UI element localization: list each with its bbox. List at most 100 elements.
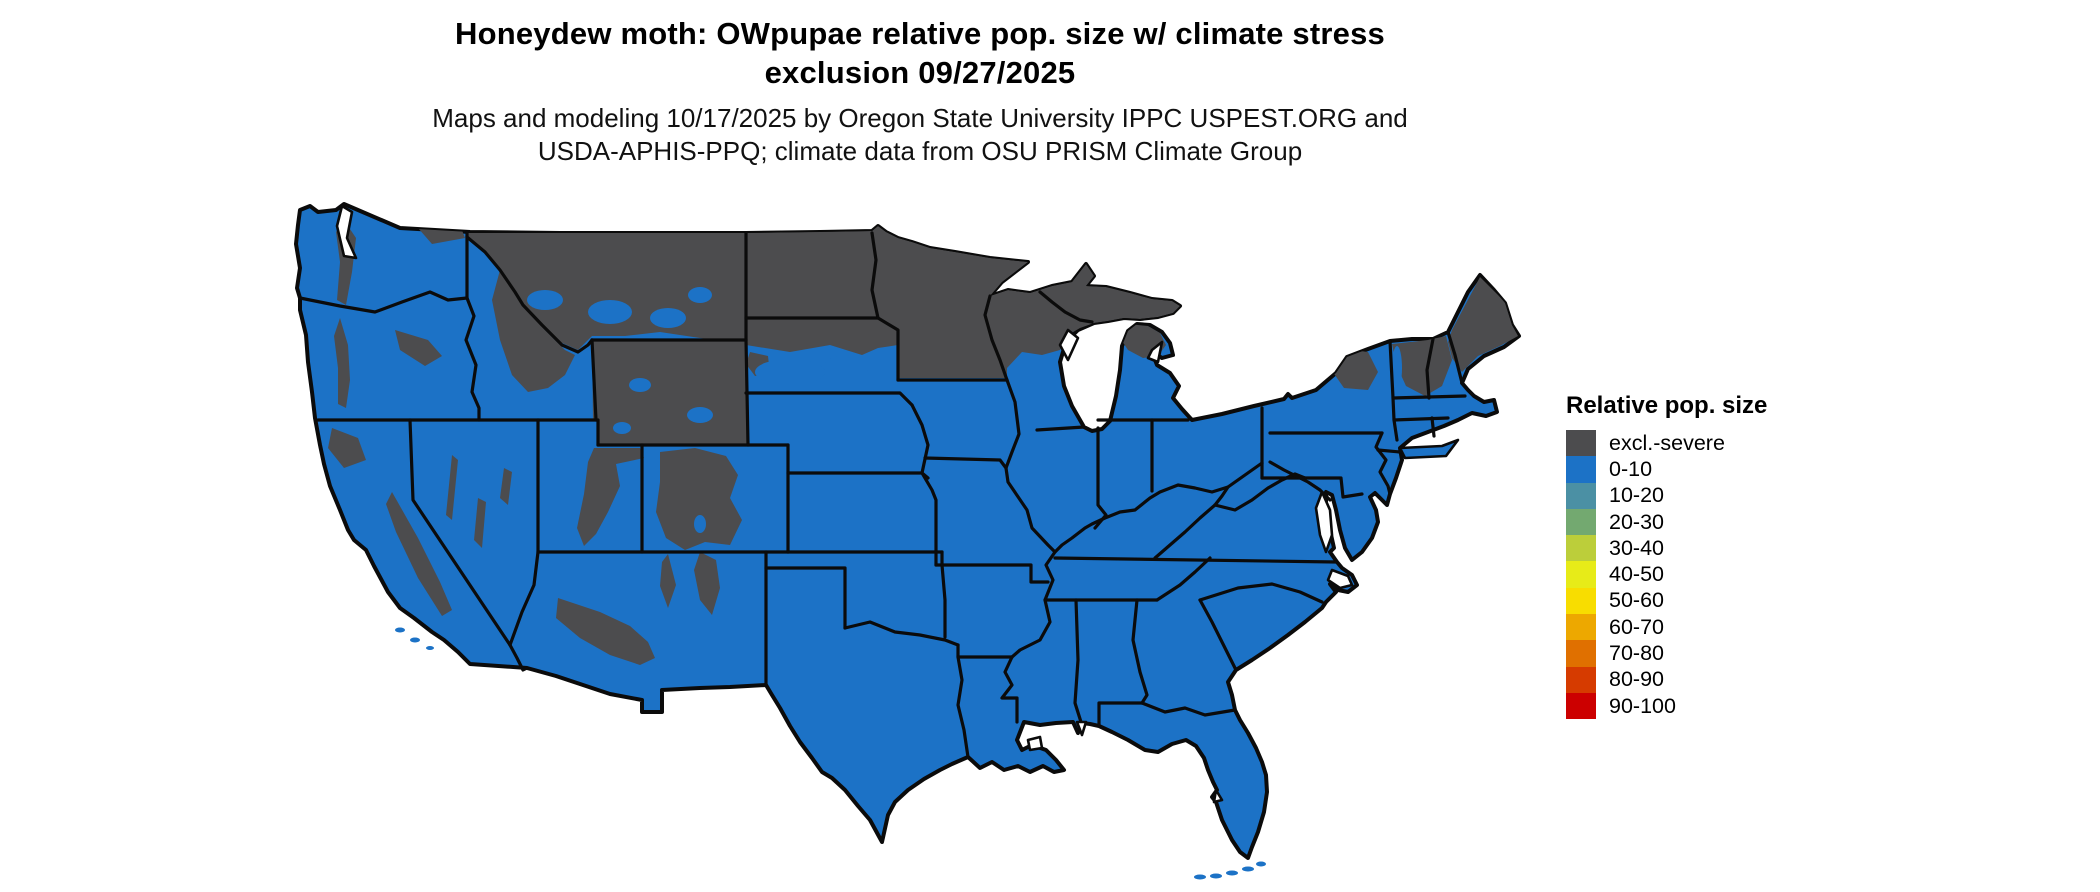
map-subtitle-line2: USDA-APHIS-PPQ; climate data from OSU PR… <box>537 136 1303 166</box>
border-or-id <box>464 296 481 422</box>
border-id-mt <box>465 235 594 354</box>
excluded-nm-sangre <box>694 552 720 615</box>
legend-item-label: 40-50 <box>1609 562 1664 587</box>
border-ny-east <box>1388 339 1399 442</box>
long-island <box>1398 438 1460 460</box>
map-subtitle: Maps and modeling 10/17/2025 by Oregon S… <box>270 102 1570 168</box>
valley-sd-south2 <box>825 355 875 373</box>
valley-wy-1 <box>629 378 651 392</box>
excluded-or-cascades <box>334 318 350 408</box>
border-vt-nh <box>1425 337 1435 400</box>
green-bay <box>1058 328 1080 362</box>
excluded-utah-mtns <box>577 448 644 546</box>
excluded-or-bluemtns <box>395 330 442 366</box>
excluded-vt-nh <box>1392 336 1452 396</box>
valley-co-sanluis <box>694 515 706 533</box>
legend-item: excl.-severe <box>1566 430 1866 457</box>
map-subtitle-line1: Maps and modeling 10/17/2025 by Oregon S… <box>432 103 1408 133</box>
legend-item-label: 20-30 <box>1609 509 1664 534</box>
puget-sound <box>335 204 358 260</box>
legend-item-label: 0-10 <box>1609 456 1653 481</box>
border-wi-up <box>1038 290 1094 324</box>
border-ok-panhandle <box>764 550 847 630</box>
legend-item-label: 90-100 <box>1609 693 1676 718</box>
legend-swatch-icon <box>1566 561 1596 588</box>
excluded-colorado-rockies <box>656 448 742 550</box>
border-id-wy <box>590 338 598 422</box>
legend: Relative pop. size excl.-severe 0-10 10-20… <box>1566 392 1866 720</box>
valley-wy-2 <box>613 422 631 434</box>
border-nc-sc <box>1198 582 1324 604</box>
border-ca-az <box>508 643 529 672</box>
border-nv-az <box>508 550 540 647</box>
valley-wy-bighorn <box>687 407 713 423</box>
legend-item-label: 70-80 <box>1609 641 1664 666</box>
channel-islands <box>395 627 434 650</box>
border-ohio-river <box>1053 461 1264 554</box>
legend-swatch-icon <box>1566 430 1596 457</box>
excluded-nm-west <box>660 554 676 608</box>
border-ga-sc <box>1198 598 1238 672</box>
legend-item-label: 80-90 <box>1609 667 1664 692</box>
legend-swatch-icon <box>1566 456 1596 483</box>
border-al-ga <box>1131 598 1149 705</box>
valley-sd-south1 <box>755 359 825 385</box>
valley-mt-c1 <box>527 290 563 310</box>
legend-item: 50-60 <box>1566 587 1866 615</box>
border-red-river <box>843 620 960 647</box>
border-ky-va <box>1153 503 1217 560</box>
legend-items: excl.-severe 0-10 10-20 20-30 30-40 40-50 50-6… <box>1566 430 1866 720</box>
excluded-ca-klamath <box>328 428 366 468</box>
lake-pontchartrain <box>1026 735 1044 752</box>
valley-mt-nw <box>437 251 467 273</box>
pamlico-sound <box>1326 568 1354 590</box>
border-de-md <box>1339 476 1364 499</box>
border-mississippi-river <box>1004 378 1057 659</box>
border-ok-east <box>940 550 947 639</box>
valley-mt-e <box>650 308 686 328</box>
legend-swatch-icon <box>1566 508 1596 536</box>
legend-item-label: excl.-severe <box>1609 430 1725 455</box>
border-mn-wi <box>983 294 1009 382</box>
excluded-nv-ridge3 <box>500 468 512 505</box>
border-pa-nj-delaware <box>1374 431 1392 496</box>
border-wi-il <box>1035 425 1086 432</box>
excluded-idaho-mtns <box>492 270 575 392</box>
border-wy-east <box>744 338 750 447</box>
legend-swatch-icon <box>1566 482 1596 509</box>
border-mo-ar <box>934 563 1050 584</box>
border-tn-nc <box>1155 556 1212 602</box>
border-ky-tn-va-nc <box>1053 556 1338 564</box>
border-nh-me <box>1446 330 1464 385</box>
legend-swatch-icon <box>1566 666 1596 693</box>
excluded-nv-ridge1 <box>446 455 458 520</box>
border-ia-mo <box>923 456 1008 470</box>
saginaw-bay <box>1146 340 1164 364</box>
valley-mt-c2 <box>588 300 632 324</box>
legend-item: 90-100 <box>1566 692 1866 720</box>
map-title: Honeydew moth: OWpupae relative pop. siz… <box>270 14 1570 92</box>
legend-swatch-icon <box>1566 535 1596 562</box>
legend-item: 30-40 <box>1566 535 1866 562</box>
legend-item-label: 60-70 <box>1609 614 1664 639</box>
border-wa-or <box>298 290 469 314</box>
legend-item-label: 10-20 <box>1609 483 1664 508</box>
legend-swatch-icon <box>1566 587 1596 615</box>
legend-item-label: 30-40 <box>1609 535 1664 560</box>
border-sd-ne <box>744 391 914 407</box>
legend-item: 0-10 <box>1566 456 1866 483</box>
lakes-and-bays <box>335 204 1354 804</box>
legend-swatch-icon <box>1566 614 1596 641</box>
map-title-line2: exclusion 09/27/2025 <box>764 55 1076 90</box>
border-fl-ga <box>1140 701 1237 717</box>
legend-swatch-icon <box>1566 640 1596 667</box>
tampa-bay <box>1212 788 1224 804</box>
map-title-line1: Honeydew moth: OWpupae relative pop. siz… <box>455 16 1385 51</box>
excluded-arizona-mogollon <box>556 598 655 665</box>
excluded-ca-sierra <box>386 492 452 616</box>
excluded-north-band <box>467 226 1180 378</box>
border-ms-al <box>1073 598 1083 724</box>
